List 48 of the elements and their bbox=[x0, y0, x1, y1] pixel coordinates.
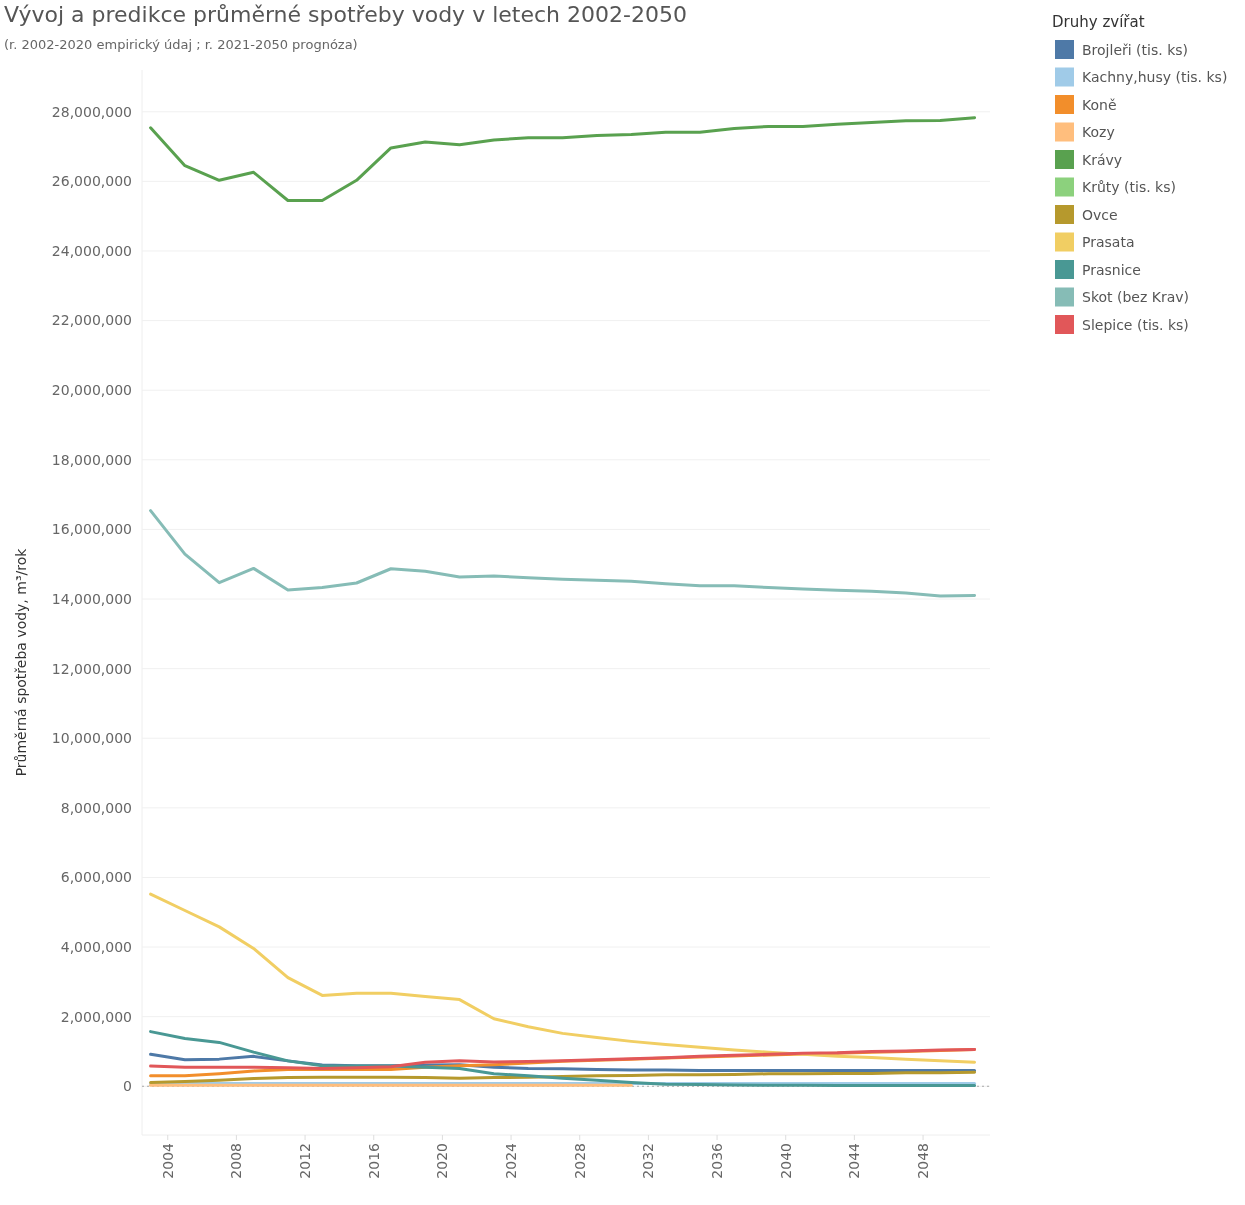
y-tick-label: 18,000,000 bbox=[51, 451, 132, 468]
y-axis-title: Průměrná spotřeba vody, m³/rok bbox=[13, 547, 29, 777]
legend-label: Ovce bbox=[1082, 206, 1118, 223]
legend-label: Prasnice bbox=[1082, 261, 1141, 278]
y-tick-label: 0 bbox=[123, 1078, 132, 1095]
legend-label: Kachny,husy (tis. ks) bbox=[1082, 69, 1228, 86]
x-tick-label: 2032 bbox=[640, 1143, 657, 1179]
line-series bbox=[149, 116, 977, 203]
line-series bbox=[149, 1030, 977, 1088]
y-tick-label: 10,000,000 bbox=[51, 730, 132, 747]
y-tick-label: 28,000,000 bbox=[51, 103, 132, 120]
x-tick-label: 2028 bbox=[571, 1143, 588, 1179]
y-tick-label: 2,000,000 bbox=[60, 1008, 132, 1025]
chart-subtitle: (r. 2002-2020 empirický údaj ; r. 2021-2050 prognóza) bbox=[4, 37, 358, 52]
legend-label: Krůty (tis. ks) bbox=[1082, 179, 1176, 196]
y-tick-label: 12,000,000 bbox=[51, 660, 132, 677]
x-tick-label: 2004 bbox=[159, 1142, 176, 1179]
x-tick-label: 2024 bbox=[502, 1142, 519, 1179]
chart-title: Vývoj a predikce průměrné spotřeby vody v letech 2002-2050 bbox=[4, 2, 687, 27]
legend-label: Slepice (tis. ks) bbox=[1082, 316, 1189, 333]
y-tick-label: 20,000,000 bbox=[51, 382, 132, 399]
y-tick-label: 14,000,000 bbox=[51, 590, 132, 607]
line-series bbox=[149, 1070, 977, 1084]
y-tick-label: 22,000,000 bbox=[51, 312, 132, 329]
x-tick-label: 2016 bbox=[365, 1142, 382, 1179]
line-series bbox=[149, 1047, 977, 1071]
legend-label: Kozy bbox=[1082, 124, 1115, 141]
x-tick-label: 2036 bbox=[708, 1142, 725, 1179]
line-series bbox=[149, 509, 977, 598]
x-tick-label: 2040 bbox=[777, 1143, 794, 1179]
legend-label: Skot (bez Krav) bbox=[1082, 289, 1190, 306]
y-tick-label: 16,000,000 bbox=[51, 521, 132, 538]
legend-label: Koně bbox=[1082, 96, 1117, 113]
y-tick-label: 4,000,000 bbox=[60, 938, 132, 955]
line-series bbox=[149, 892, 977, 1064]
x-tick-label: 2012 bbox=[296, 1143, 313, 1179]
y-tick-label: 8,000,000 bbox=[60, 799, 132, 816]
y-tick-label: 6,000,000 bbox=[60, 869, 132, 886]
x-tick-label: 2020 bbox=[434, 1143, 451, 1179]
y-tick-label: 26,000,000 bbox=[51, 173, 132, 190]
legend-title: Druhy zvířat bbox=[1052, 13, 1145, 31]
y-tick-label: 24,000,000 bbox=[51, 242, 132, 259]
legend-label: Brojleři (tis. ks) bbox=[1082, 41, 1189, 58]
x-tick-label: 2008 bbox=[228, 1143, 245, 1179]
x-tick-label: 2048 bbox=[914, 1143, 931, 1179]
legend-label: Prasata bbox=[1082, 234, 1135, 251]
x-tick-label: 2044 bbox=[846, 1142, 863, 1179]
legend-label: Krávy bbox=[1082, 151, 1123, 168]
